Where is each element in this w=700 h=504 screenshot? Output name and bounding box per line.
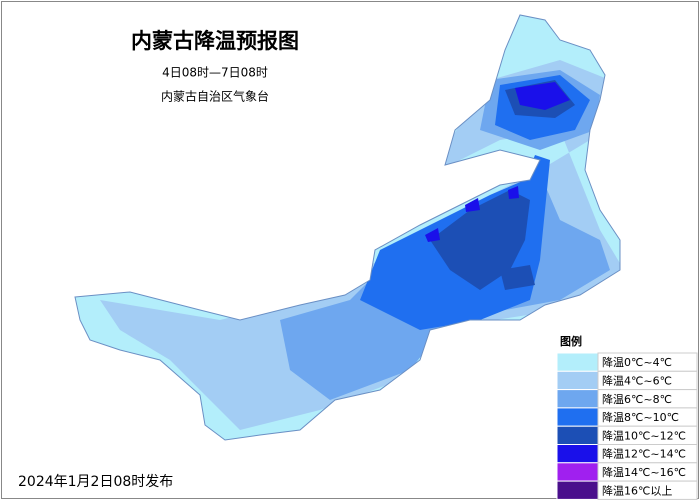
legend-swatch (556, 425, 599, 446)
legend-label: 降温12℃~14℃ (602, 447, 686, 461)
region-12-14 (425, 82, 570, 242)
region-4-6 (100, 60, 620, 430)
legend-label: 降温6℃~8℃ (602, 392, 672, 406)
legend-label: 降温14℃~16℃ (602, 465, 686, 479)
legend-swatch (556, 444, 599, 464)
legend-label: 降温0℃~4℃ (602, 355, 672, 369)
legend-swatch (556, 352, 599, 372)
map-subtitle: 4日08时—7日08时 (162, 66, 268, 80)
legend-swatch (556, 389, 599, 409)
issue-time: 2024年1月2日08时发布 (18, 474, 173, 490)
legend-swatch (556, 462, 599, 482)
legend-label: 降温16℃以上 (602, 483, 672, 497)
legend-label: 降温8℃~10℃ (602, 410, 679, 424)
legend-swatch (556, 407, 599, 427)
legend-swatch (556, 480, 599, 500)
issuer: 内蒙古自治区气象台 (161, 89, 269, 104)
legend: 降温0℃~4℃ 降温4℃~6℃ 降温6℃~8℃ 降温8℃~10℃ 降温10℃~12℃ 降温… (556, 352, 698, 500)
legend-label: 降温10℃~12℃ (602, 428, 686, 442)
legend-title: 图例 (560, 334, 582, 348)
legend-label: 降温4℃~6℃ (602, 373, 672, 387)
region-10-12 (430, 80, 575, 290)
map-regions (75, 15, 620, 440)
legend-swatch (556, 370, 599, 391)
legend-cell (597, 480, 698, 500)
map-title: 内蒙古降温预报图 (131, 29, 299, 53)
